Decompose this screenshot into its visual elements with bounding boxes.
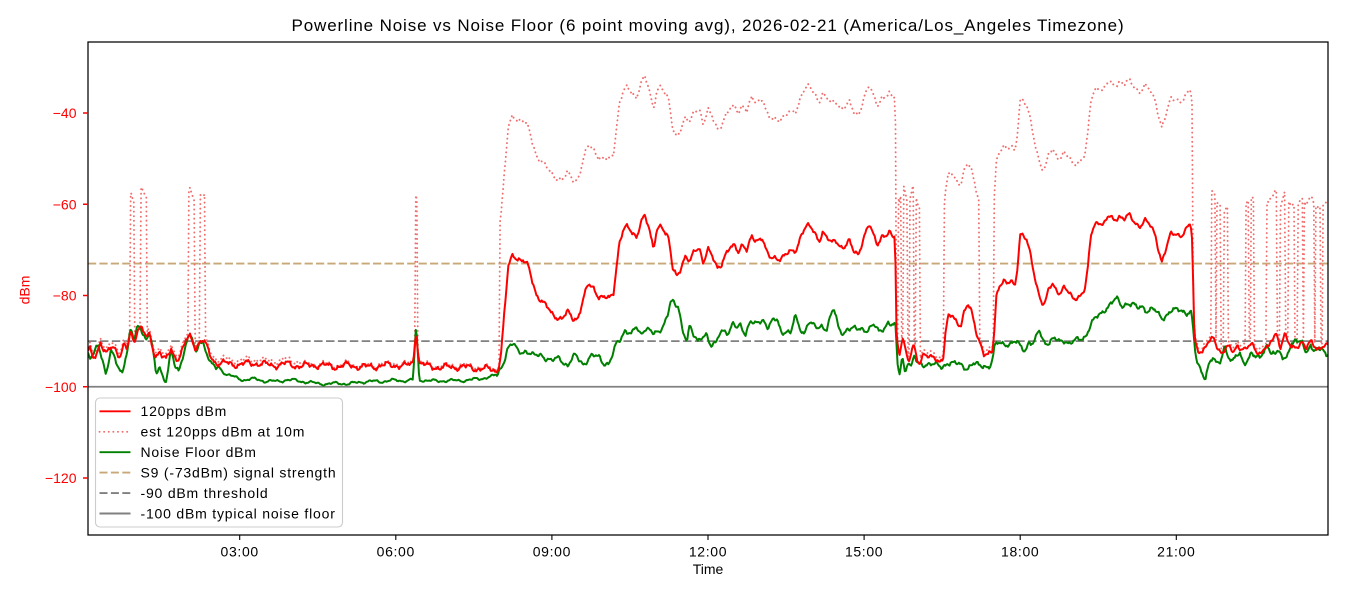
svg-text:18:00: 18:00: [1001, 544, 1039, 560]
svg-text:Noise Floor dBm: Noise Floor dBm: [141, 444, 257, 460]
svg-text:dBm: dBm: [17, 276, 33, 305]
svg-text:12:00: 12:00: [689, 544, 727, 560]
svg-text:120pps dBm: 120pps dBm: [141, 403, 228, 419]
svg-text:09:00: 09:00: [533, 544, 571, 560]
svg-text:-100 dBm typical noise floor: -100 dBm typical noise floor: [141, 505, 336, 521]
svg-text:est 120pps dBm at 10m: est 120pps dBm at 10m: [141, 424, 306, 440]
svg-text:15:00: 15:00: [845, 544, 883, 560]
svg-text:−80: −80: [53, 288, 77, 304]
svg-text:−120: −120: [45, 470, 77, 486]
svg-text:S9 (-73dBm) signal strength: S9 (-73dBm) signal strength: [141, 464, 337, 480]
svg-text:-90 dBm threshold: -90 dBm threshold: [141, 485, 269, 501]
svg-text:−40: −40: [53, 105, 77, 121]
svg-text:−60: −60: [53, 196, 77, 212]
svg-text:Powerline Noise vs Noise Floor: Powerline Noise vs Noise Floor (6 point …: [292, 16, 1125, 35]
svg-text:21:00: 21:00: [1157, 544, 1195, 560]
svg-text:−100: −100: [45, 379, 77, 395]
svg-text:03:00: 03:00: [221, 544, 259, 560]
svg-text:06:00: 06:00: [377, 544, 415, 560]
svg-text:Time: Time: [693, 561, 724, 577]
